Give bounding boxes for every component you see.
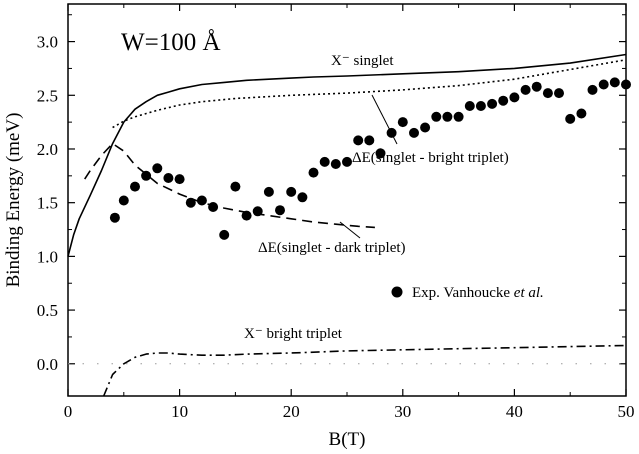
data-point xyxy=(208,202,219,212)
annotation-singlet: X⁻ singlet xyxy=(331,53,394,69)
legend-marker xyxy=(391,286,403,298)
series-line xyxy=(102,344,627,397)
arrow-bright-diff xyxy=(371,94,398,145)
data-point xyxy=(531,81,542,92)
data-point xyxy=(621,79,631,90)
data-point xyxy=(263,186,274,197)
data-point xyxy=(241,210,252,221)
data-point xyxy=(509,92,520,103)
data-point xyxy=(364,135,375,146)
annotation-dark-diff: ΔE(singlet - dark triplet) xyxy=(258,240,406,256)
annotation-bright-diff: ΔE(singlet - bright triplet) xyxy=(352,150,509,166)
data-point xyxy=(118,195,129,206)
data-point xyxy=(520,84,531,95)
data-point xyxy=(554,88,564,99)
series-line xyxy=(112,59,627,129)
data-point xyxy=(565,113,576,124)
y-tick-label: 2.0 xyxy=(37,140,58,159)
data-point xyxy=(598,79,609,90)
data-point xyxy=(420,122,431,133)
data-point xyxy=(185,197,196,208)
x-tick-label: 0 xyxy=(64,402,73,421)
data-point xyxy=(453,111,464,122)
data-point xyxy=(174,174,185,185)
y-tick-label: 3.0 xyxy=(37,33,58,52)
series-lines xyxy=(67,53,627,397)
data-point xyxy=(576,108,587,119)
data-point xyxy=(163,173,174,183)
x-tick-label: 40 xyxy=(506,402,523,421)
data-point xyxy=(109,212,120,223)
data-point xyxy=(275,205,285,216)
data-point xyxy=(342,156,352,167)
data-point xyxy=(409,127,419,138)
y-axis-title: Binding Energy (meV) xyxy=(3,113,24,288)
data-point xyxy=(297,192,308,203)
x-tick-label: 50 xyxy=(618,402,635,421)
data-point xyxy=(464,101,475,111)
arrow-dark-diff xyxy=(339,221,361,239)
data-point xyxy=(319,156,330,167)
data-point xyxy=(330,159,341,169)
ticks: 0 10 20 30 40 50 0.0 0.5 1.0 1.5 2.0 2.5 3.0 xyxy=(37,4,635,421)
series-line xyxy=(67,53,627,257)
data-point xyxy=(475,101,486,111)
data-point xyxy=(130,181,140,192)
data-point xyxy=(609,77,620,88)
data-point xyxy=(141,170,152,181)
y-tick-label: 0.5 xyxy=(37,301,58,320)
y-tick-label: 1.0 xyxy=(37,247,58,266)
data-point xyxy=(286,186,297,197)
legend: Exp. Vanhoucke et al. xyxy=(391,285,544,301)
data-point xyxy=(487,98,498,109)
data-points xyxy=(109,77,631,240)
data-point xyxy=(498,95,509,106)
data-point xyxy=(542,88,553,99)
y-tick-label: 1.5 xyxy=(37,194,58,213)
x-tick-label: 10 xyxy=(171,402,188,421)
data-point xyxy=(431,111,442,122)
y-tick-label: 2.5 xyxy=(37,86,58,105)
data-point xyxy=(587,84,598,95)
data-point xyxy=(152,163,163,174)
data-point xyxy=(397,117,408,128)
annotation-bright-triplet: X⁻ bright triplet xyxy=(244,326,343,342)
data-point xyxy=(353,135,364,146)
x-tick-label: 20 xyxy=(283,402,300,421)
data-point xyxy=(196,195,207,206)
data-point xyxy=(219,229,230,240)
y-tick-label: 0.0 xyxy=(37,355,58,374)
data-point xyxy=(442,111,453,122)
x-tick-label: 30 xyxy=(394,402,411,421)
data-point xyxy=(308,167,319,178)
legend-label: Exp. Vanhoucke et al. xyxy=(412,285,544,301)
data-point xyxy=(230,181,241,192)
data-point xyxy=(252,206,263,217)
series-line xyxy=(84,142,375,229)
x-axis-title: B(T) xyxy=(329,429,366,450)
data-point xyxy=(375,148,386,159)
panel-label: W=100 Å xyxy=(121,29,221,56)
